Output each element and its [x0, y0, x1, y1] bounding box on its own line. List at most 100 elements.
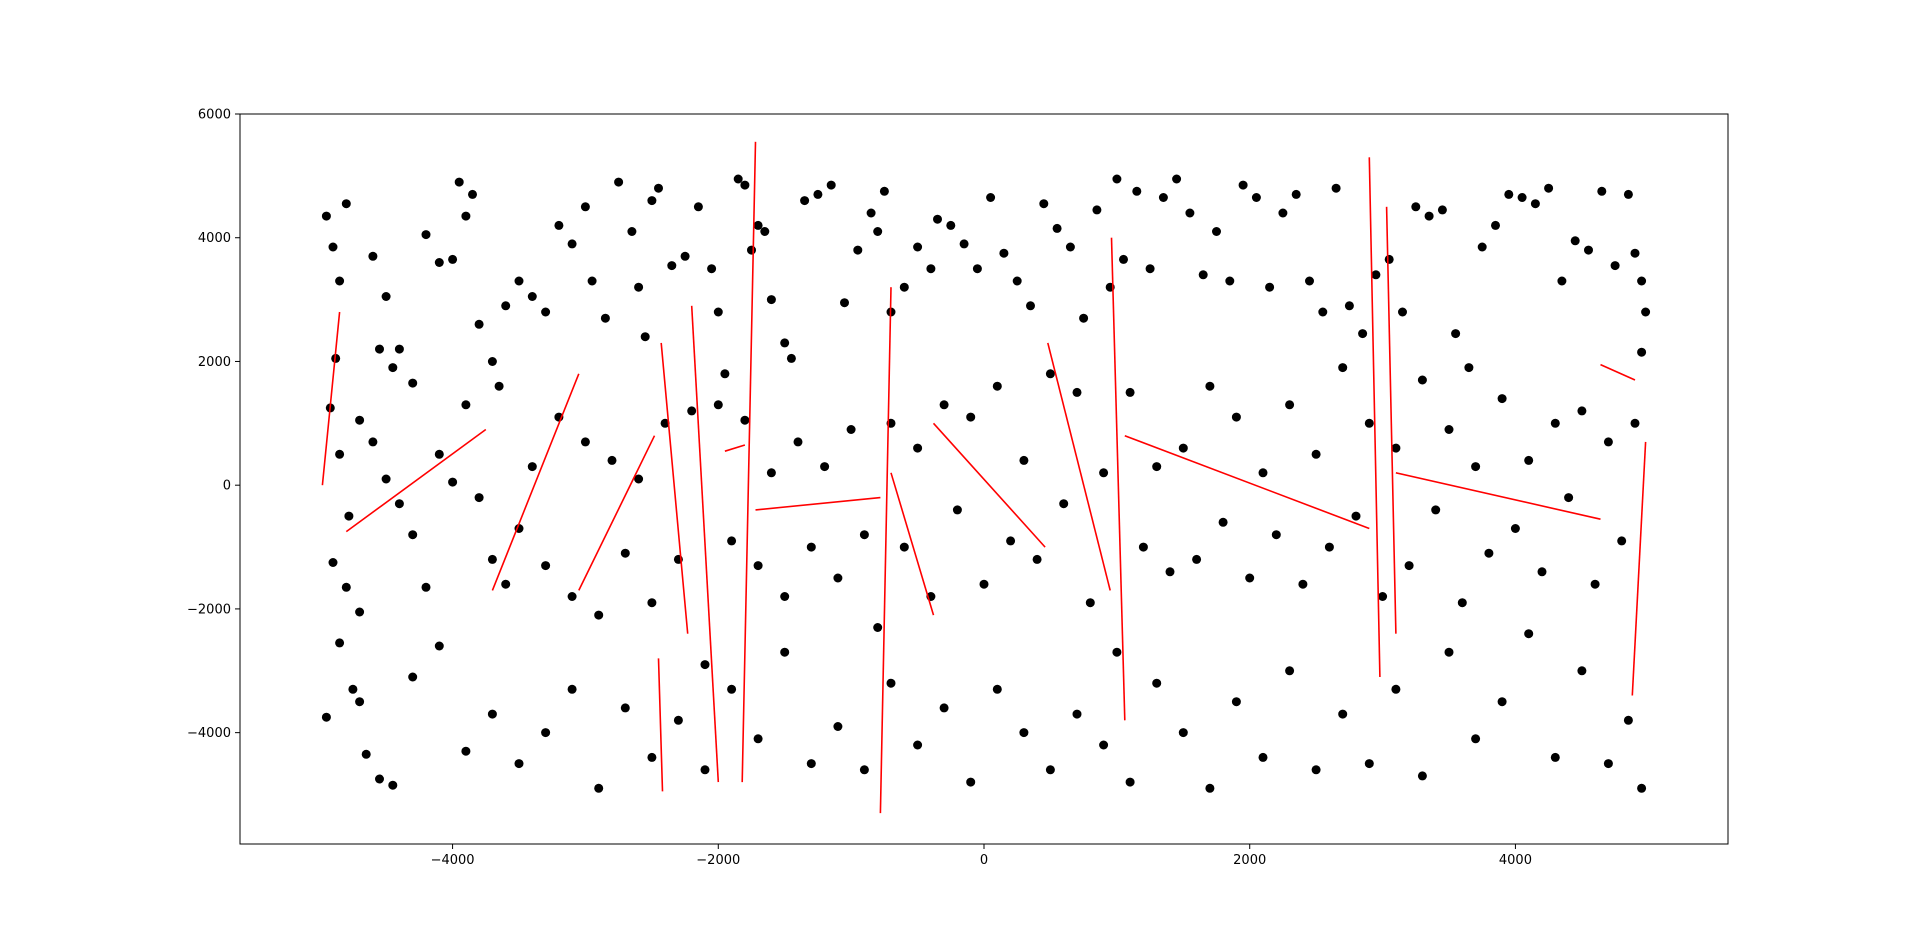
scatter-point — [966, 777, 976, 787]
scatter-point — [1404, 561, 1414, 571]
scatter-point — [1510, 524, 1520, 533]
scatter-point — [461, 746, 471, 756]
scatter-point — [753, 220, 763, 230]
scatter-point — [421, 582, 431, 592]
scatter-point — [1258, 752, 1268, 762]
scatter-point — [461, 211, 471, 221]
scatter-point — [1444, 647, 1454, 657]
segment-line — [1124, 434, 1370, 530]
scatter-point — [1019, 455, 1029, 465]
segment-line — [879, 287, 892, 814]
scatter-point — [335, 638, 345, 648]
scatter-point — [946, 220, 956, 230]
scatter-point — [620, 548, 630, 558]
scatter-point — [793, 437, 803, 447]
segment-line — [1047, 342, 1111, 591]
scatter-point — [487, 357, 497, 366]
scatter-point — [580, 202, 590, 212]
scatter-point — [1378, 592, 1388, 601]
scatter-point — [607, 455, 617, 465]
scatter-point — [1564, 493, 1574, 503]
scatter-point — [1590, 579, 1600, 589]
scatter-point — [1371, 270, 1381, 280]
scatter-point — [1358, 329, 1368, 339]
scatter-point — [1152, 678, 1162, 688]
scatter-point — [355, 697, 365, 707]
scatter-point — [1597, 186, 1607, 196]
scatter-point — [806, 759, 816, 769]
scatter-point — [600, 313, 610, 323]
lines-layer — [321, 141, 1647, 814]
scatter-point — [740, 180, 750, 190]
segment-line — [491, 373, 580, 591]
scatter-point — [1544, 183, 1554, 193]
segment-line — [660, 342, 689, 634]
scatter-point — [1417, 375, 1427, 385]
y-tick-label: −4000 — [187, 726, 231, 741]
scatter-point — [1637, 783, 1647, 793]
scatter-point — [1271, 530, 1281, 540]
scatter-point — [1550, 418, 1560, 428]
scatter-point — [766, 295, 776, 305]
scatter-point — [1311, 449, 1321, 459]
scatter-point — [1225, 276, 1235, 286]
scatter-point — [1471, 462, 1481, 472]
scatter-point — [747, 245, 756, 255]
scatter-point — [1085, 598, 1095, 608]
scatter-point — [1630, 248, 1640, 258]
scatter-point — [780, 338, 790, 348]
scatter-point — [527, 462, 537, 472]
scatter-point — [700, 660, 710, 670]
scatter-point — [1138, 542, 1148, 552]
scatter-point — [926, 264, 936, 274]
scatter-point — [1530, 199, 1540, 209]
scatter-point — [720, 369, 730, 379]
scatter-point — [1557, 276, 1567, 286]
scatter-point — [341, 199, 351, 209]
scatter-point — [859, 765, 869, 775]
scatter-point — [408, 672, 418, 682]
scatter-point — [1291, 189, 1301, 199]
scatter-point — [494, 381, 504, 391]
scatter-point — [1398, 307, 1407, 317]
scatter-point — [952, 505, 962, 515]
scatter-point — [487, 554, 497, 564]
scatter-point — [375, 774, 384, 784]
scatter-point — [1218, 517, 1228, 527]
scatter-point — [1577, 406, 1587, 416]
scatter-point — [501, 579, 511, 589]
scatter-point — [448, 477, 458, 487]
scatter-point — [1231, 697, 1241, 707]
scatter-point — [972, 264, 982, 274]
scatter-point — [1212, 227, 1221, 236]
scatter-point — [541, 307, 551, 317]
scatter-point — [394, 499, 404, 509]
scatter-point — [474, 319, 484, 329]
scatter-point — [321, 712, 331, 722]
scatter-point — [713, 400, 723, 410]
scatter-point — [541, 561, 551, 571]
scatter-point — [1584, 245, 1593, 255]
scatter-point — [886, 678, 896, 688]
scatter-point — [1079, 313, 1089, 323]
scatter-point — [408, 530, 418, 540]
scatter-point — [913, 740, 923, 750]
y-tick-label: 2000 — [198, 355, 231, 370]
scatter-point — [328, 242, 338, 252]
scatter-point — [1517, 193, 1527, 202]
scatter-point — [541, 728, 551, 738]
x-tick-label: −4000 — [431, 853, 475, 868]
scatter-point — [381, 292, 391, 301]
scatter-point — [1205, 381, 1215, 391]
y-tick-label: 0 — [223, 479, 231, 494]
scatter-point — [1045, 765, 1055, 775]
scatter-point — [647, 752, 657, 762]
scatter-point — [1603, 437, 1613, 447]
scatter-point — [1045, 369, 1055, 379]
scatter-point — [753, 561, 763, 571]
scatter-point — [899, 542, 909, 552]
scatter-point — [1059, 499, 1069, 509]
scatter-point — [1119, 254, 1128, 264]
scatter-point — [335, 449, 345, 459]
